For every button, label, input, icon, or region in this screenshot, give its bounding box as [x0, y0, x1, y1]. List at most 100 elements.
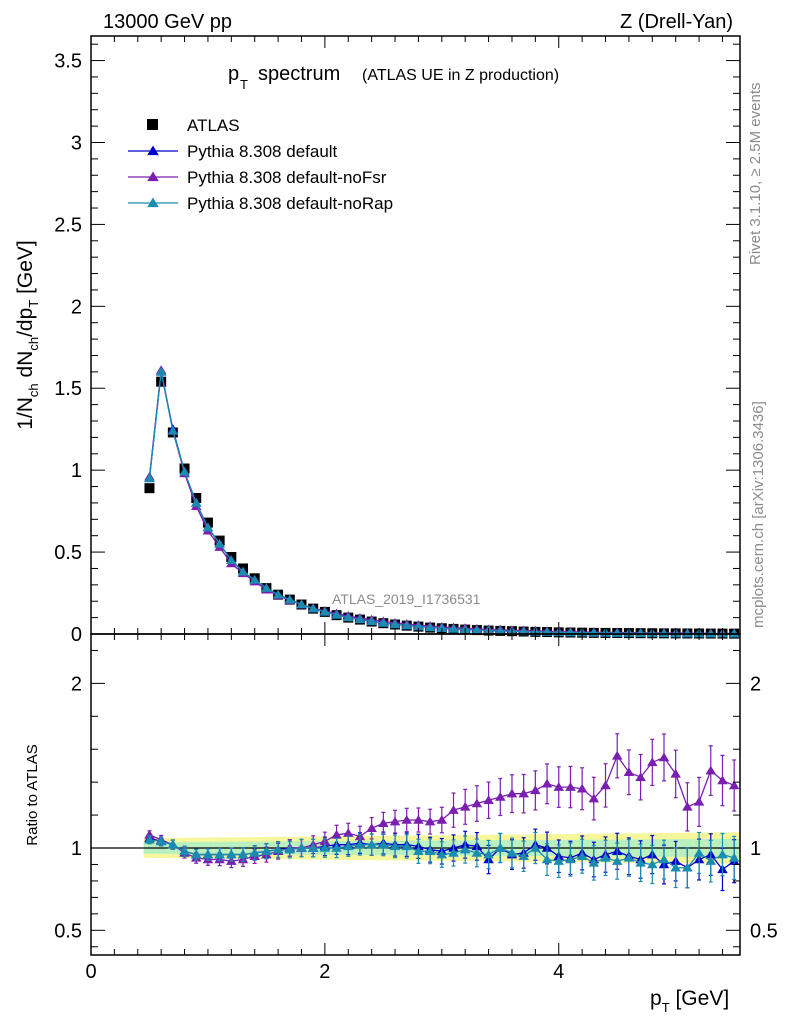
- svg-text:pT [GeV]: pT [GeV]: [650, 987, 729, 1015]
- ratio-series-marker-1: [459, 801, 471, 811]
- ratio-series-marker-2: [693, 847, 705, 857]
- x-tick-label: 0: [85, 961, 96, 983]
- main-series-marker-3: [658, 628, 670, 638]
- ratio-panel-frame: [90, 633, 741, 956]
- ratio-series-marker-2: [179, 846, 190, 856]
- ratio-series-marker-2: [658, 854, 670, 864]
- ratio-series-marker-1: [658, 752, 670, 762]
- tick-labels: 0 2 400.511.522.533.50.5 0.51 12 2: [54, 51, 778, 983]
- ratio-series-marker-1: [448, 805, 459, 814]
- ratio-series-marker-2: [389, 841, 401, 851]
- y-axis-label-ratio: Ratio to ATLAS: [24, 744, 41, 845]
- main-series-marker-3: [424, 622, 436, 632]
- ratio-series-marker-1: [331, 829, 342, 839]
- rivet-label: Rivet 3.1.10, ≥ 2.5M events: [747, 83, 764, 266]
- y-tick-label-main: 0: [71, 624, 82, 646]
- ratio-series-marker-2: [401, 841, 412, 851]
- ratio-series-marker-1: [588, 793, 600, 803]
- ratio-series-marker-2: [354, 839, 366, 849]
- main-series-marker-3: [214, 538, 225, 548]
- ratio-series-marker-1: [495, 791, 506, 801]
- ratio-series-marker-2: [495, 843, 506, 852]
- y-tick-label-main: 1.5: [54, 378, 82, 400]
- ratio-series-marker-2: [343, 841, 354, 851]
- main-series-marker-3: [354, 614, 366, 624]
- ratio-series-marker-1: [693, 796, 705, 806]
- ratio-series-marker-2: [647, 859, 658, 869]
- main-series-marker-3: [155, 366, 167, 376]
- main-series-marker-3: [366, 616, 377, 626]
- ratio-series-marker-2: [483, 849, 494, 859]
- main-series-marker-3: [179, 466, 190, 476]
- ratio-series-marker-2: [272, 844, 284, 854]
- main-series-marker-3: [261, 583, 272, 592]
- ratio-series-marker-2: [553, 856, 564, 865]
- legend: ATLAS Pythia 8.308 default Pythia 8.308 de…: [128, 116, 393, 213]
- main-series-marker-3: [144, 473, 155, 483]
- main-series-marker-3: [307, 603, 319, 613]
- main-series-marker-3: [682, 628, 693, 638]
- legend-marker-atlas: [147, 119, 158, 130]
- main-series-marker-3: [319, 606, 331, 616]
- ratio-series-marker-2: [459, 844, 471, 854]
- main-series-marker-3: [343, 612, 354, 622]
- main-series-marker-3: [190, 497, 202, 507]
- ratio-series-marker-1: [705, 765, 717, 775]
- ratio-series-marker-2: [226, 849, 237, 859]
- ratio-series-marker-1: [424, 816, 436, 826]
- ratio-series-marker-2: [471, 847, 483, 857]
- ratio-series-marker-1: [366, 823, 377, 832]
- main-series-marker-3: [471, 625, 483, 634]
- process-label: Z (Drell-Yan): [620, 11, 733, 33]
- ratio-series-marker-1: [717, 775, 728, 785]
- ratio-series-marker-2: [518, 851, 529, 860]
- main-series-marker-3: [284, 594, 296, 604]
- legend-marker: [147, 145, 159, 156]
- ratio-series-marker-2: [319, 843, 331, 852]
- ratio-series-marker-1: [728, 780, 740, 790]
- ratio-series-marker-2: [728, 852, 740, 862]
- ratio-series-marker-2: [717, 849, 728, 859]
- ratio-series-marker-2: [565, 854, 576, 864]
- y-tick-label-main: 2.5: [54, 214, 82, 236]
- ratio-series-marker-1: [576, 783, 588, 793]
- ratio-series-marker-1: [413, 815, 424, 824]
- ratio-series-marker-2: [331, 843, 342, 852]
- ratio-series-marker-2: [448, 847, 459, 857]
- y-axis-label-main: 1/Nch dNch/dpT [GeV]: [14, 240, 41, 430]
- ratio-series-marker-2: [600, 852, 611, 862]
- atlas-data-point: [156, 376, 167, 387]
- ratio-series-marker-2: [506, 847, 518, 857]
- main-series-marker-3: [272, 589, 284, 599]
- ratio-series-marker-1: [389, 816, 401, 826]
- ratio-series-marker-1: [518, 788, 529, 798]
- ratio-series-marker-1: [611, 750, 623, 760]
- main-series-marker-3: [495, 625, 506, 635]
- main-series-marker-3: [226, 555, 237, 565]
- title-main: spectrum: [258, 63, 340, 85]
- ratio-series-marker-1: [635, 772, 646, 781]
- main-series-marker-3: [296, 599, 307, 609]
- y-tick-label-ratio-right: 1: [750, 838, 761, 860]
- title-p: p: [228, 63, 239, 85]
- ratio-series-marker-1: [623, 767, 635, 777]
- main-series-marker-3: [389, 619, 401, 629]
- ratio-series-marker-1: [530, 785, 541, 795]
- data-series-layer: [144, 365, 740, 892]
- ratio-series-marker-2: [611, 856, 623, 865]
- y-tick-label-main: 3: [71, 132, 82, 154]
- y-tick-label-main: 3.5: [54, 51, 82, 73]
- y-tick-label-ratio-right: 0.5: [750, 920, 778, 942]
- main-series-marker-3: [401, 620, 412, 630]
- ratio-series-marker-2: [307, 843, 319, 852]
- ratio-series-marker-2: [576, 851, 588, 860]
- svg-text:1/Nch dNch/dpT [GeV]: 1/Nch dNch/dpT [GeV]: [14, 240, 41, 430]
- ratio-series-marker-1: [436, 815, 448, 824]
- ratio-series-marker-2: [144, 834, 155, 844]
- legend-label: Pythia 8.308 default-noRap: [187, 194, 393, 213]
- ratio-series-marker-2: [436, 849, 448, 859]
- x-axis-label: pT [GeV]: [650, 987, 729, 1015]
- y-tick-label-main: 1: [71, 460, 82, 482]
- ratio-series-marker-1: [401, 815, 412, 824]
